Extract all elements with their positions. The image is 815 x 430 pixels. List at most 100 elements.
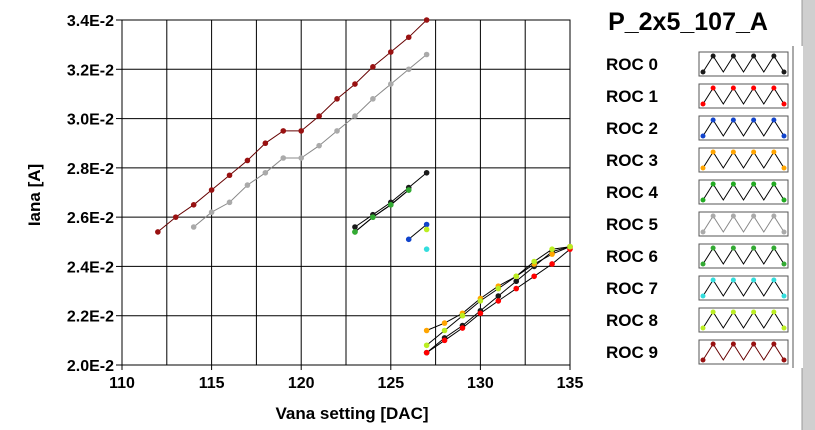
series-line bbox=[408, 224, 427, 240]
legend-sample-marker bbox=[781, 69, 787, 75]
legend-sample-marker bbox=[751, 309, 757, 315]
series-8 bbox=[423, 226, 573, 349]
legend-label: ROC 5 bbox=[606, 215, 658, 234]
legend-sample-marker bbox=[781, 165, 787, 171]
data-point bbox=[495, 293, 502, 299]
series-7 bbox=[423, 246, 430, 252]
legend-label: ROC 8 bbox=[606, 311, 658, 330]
data-point bbox=[352, 229, 358, 235]
legend-sample-marker bbox=[710, 309, 716, 315]
data-point bbox=[316, 142, 322, 149]
legend-sample-line bbox=[702, 183, 785, 201]
legend-sample-marker bbox=[751, 277, 757, 283]
data-point bbox=[423, 226, 430, 233]
y-tick-label: 2.8E-2 bbox=[67, 161, 114, 178]
legend-sample-marker bbox=[710, 85, 716, 91]
data-point bbox=[172, 214, 179, 220]
data-point bbox=[513, 285, 520, 292]
legend-sample-marker bbox=[781, 229, 787, 235]
data-point bbox=[567, 243, 573, 250]
plot-frame bbox=[121, 19, 571, 366]
legend-sample-line bbox=[702, 311, 785, 329]
data-point bbox=[262, 140, 269, 147]
x-tick-label: 110 bbox=[109, 375, 135, 392]
legend-sample-marker bbox=[730, 181, 736, 187]
data-point bbox=[423, 349, 430, 356]
series-line bbox=[157, 19, 427, 233]
legend-sample-marker bbox=[781, 261, 787, 267]
data-point bbox=[370, 96, 376, 102]
data-point bbox=[549, 261, 555, 267]
data-point bbox=[190, 202, 197, 208]
legend-sample-marker bbox=[730, 117, 736, 123]
data-point bbox=[226, 199, 233, 206]
x-axis-title: Vana setting [DAC] bbox=[275, 404, 428, 423]
data-point bbox=[280, 155, 287, 161]
legend-sample-marker bbox=[710, 341, 716, 347]
data-point bbox=[208, 187, 215, 193]
data-point bbox=[388, 49, 394, 55]
legend-sample-marker bbox=[771, 341, 777, 347]
legend-sample-marker bbox=[700, 197, 706, 203]
data-point bbox=[190, 224, 197, 230]
legend-sample-marker bbox=[700, 261, 706, 267]
data-point bbox=[423, 17, 430, 23]
data-point bbox=[334, 128, 340, 134]
series-9 bbox=[155, 17, 430, 235]
data-point bbox=[423, 327, 430, 334]
legend-sample-line bbox=[702, 151, 785, 169]
legend-sample-marker bbox=[710, 277, 716, 283]
legend-sample-marker bbox=[771, 309, 777, 315]
legend-sample-marker bbox=[751, 117, 757, 123]
data-point bbox=[495, 285, 502, 292]
legend-sample-marker bbox=[710, 245, 716, 251]
legend-sample-marker bbox=[781, 293, 787, 299]
legend-sample-marker bbox=[730, 341, 736, 347]
x-tick-label: 130 bbox=[467, 375, 494, 392]
legend: ROC 0 ROC 1 ROC 2 ROC 3 ROC 4 ROC 5 ROC 6 ROC 7… bbox=[606, 51, 789, 365]
x-tick-label: 115 bbox=[199, 375, 225, 392]
legend-sample-line bbox=[702, 119, 785, 137]
data-point bbox=[423, 51, 430, 58]
data-point bbox=[298, 128, 305, 134]
legend-sample-line bbox=[702, 55, 785, 73]
data-point bbox=[405, 34, 412, 41]
data-point bbox=[226, 172, 233, 179]
data-point bbox=[423, 246, 430, 252]
legend-sample-marker bbox=[730, 149, 736, 155]
legend-sample-marker bbox=[781, 133, 787, 139]
legend-sample-marker bbox=[710, 213, 716, 219]
data-point bbox=[531, 258, 537, 265]
legend-sample-marker bbox=[751, 149, 757, 155]
y-tick-label: 2.6E-2 bbox=[67, 210, 114, 227]
data-point bbox=[459, 312, 466, 319]
series-line bbox=[193, 54, 427, 228]
y-tick-label: 2.0E-2 bbox=[67, 358, 114, 375]
legend-sample-line bbox=[702, 247, 785, 265]
legend-label: ROC 1 bbox=[606, 87, 658, 106]
legend-label: ROC 9 bbox=[606, 343, 658, 362]
legend-sample-line bbox=[702, 279, 785, 297]
y-tick-label: 3.4E-2 bbox=[67, 13, 114, 30]
legend-sample-marker bbox=[751, 213, 757, 219]
y-tick-label: 2.2E-2 bbox=[67, 309, 114, 326]
y-tick-label: 2.4E-2 bbox=[67, 259, 114, 276]
data-point bbox=[388, 202, 394, 208]
legend-sample-marker bbox=[781, 325, 787, 331]
legend-sample-line bbox=[702, 87, 785, 105]
y-tick-label: 3.2E-2 bbox=[67, 62, 114, 79]
legend-sample-marker bbox=[730, 309, 736, 315]
data-point bbox=[262, 169, 269, 176]
data-point bbox=[244, 182, 251, 188]
data-point bbox=[298, 155, 305, 161]
legend-sample-marker bbox=[730, 213, 736, 219]
legend-label: ROC 4 bbox=[606, 183, 659, 202]
data-point bbox=[513, 273, 520, 280]
data-point bbox=[370, 64, 376, 70]
y-tick-label: 3.0E-2 bbox=[67, 112, 114, 129]
legend-sample-marker bbox=[751, 245, 757, 251]
legend-sample-marker bbox=[751, 85, 757, 91]
data-point bbox=[316, 113, 322, 119]
data-point bbox=[531, 273, 537, 280]
